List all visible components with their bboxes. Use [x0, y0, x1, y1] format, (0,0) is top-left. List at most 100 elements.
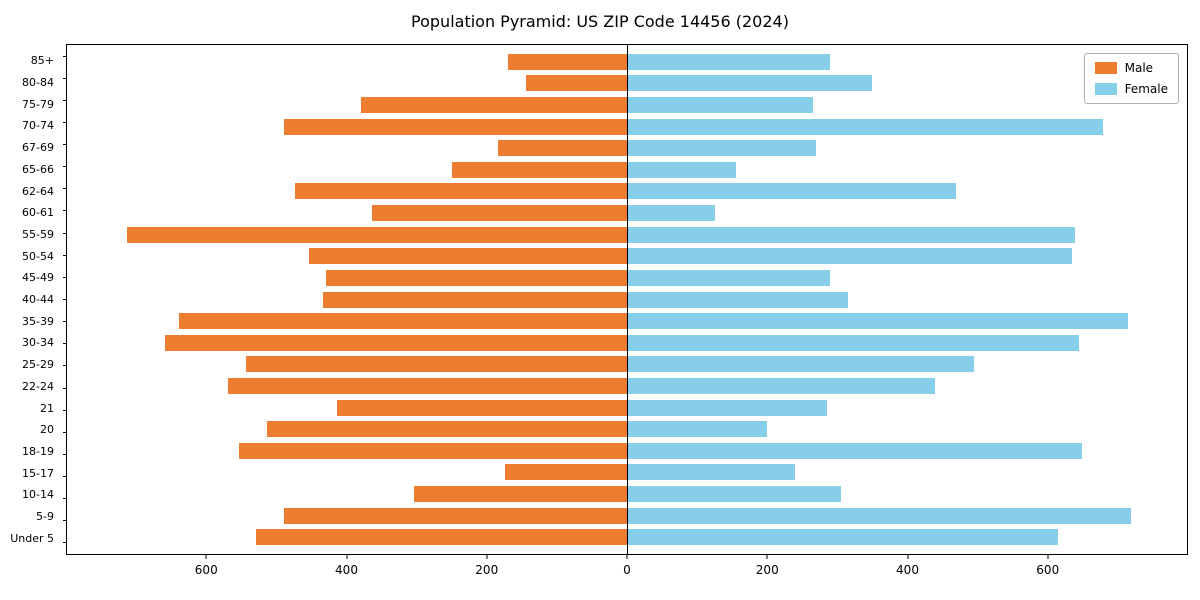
male-bar	[294, 183, 627, 200]
y-tick-mark	[63, 276, 67, 278]
x-tick-mark	[766, 555, 768, 559]
male-bar	[284, 507, 627, 524]
male-bar	[497, 140, 627, 157]
y-tick-label: Under 5	[10, 531, 54, 545]
male-bar	[361, 97, 627, 114]
x-tick-mark	[205, 555, 207, 559]
y-tick-label: 18-19	[22, 445, 54, 458]
male-bar	[126, 226, 627, 243]
bar-row	[67, 397, 1187, 419]
y-tick-label: 55-59	[22, 227, 54, 241]
female-bar	[627, 75, 872, 92]
y-tick-mark	[63, 498, 67, 500]
y-tick-mark	[63, 144, 67, 146]
y-tick-label: 75-79	[22, 97, 54, 111]
y-tick-label: 5-9	[36, 510, 54, 524]
female-bar	[627, 421, 767, 438]
male-bar	[266, 421, 627, 438]
x-tick-mark	[486, 555, 488, 559]
female-bar	[627, 464, 795, 481]
bar-row	[67, 202, 1187, 224]
female-bar	[627, 313, 1128, 330]
male-bar	[452, 161, 627, 178]
female-bar	[627, 183, 956, 200]
female-bar	[627, 334, 1079, 351]
y-tick-label: 40-44	[22, 293, 54, 307]
male-legend-label: Male	[1124, 61, 1154, 75]
y-tick-label: 21	[40, 401, 54, 415]
male-bar	[326, 269, 627, 286]
legend: Male Female	[1083, 53, 1179, 104]
y-tick-mark	[63, 431, 67, 433]
legend-item-female: Female	[1094, 82, 1168, 96]
y-tick-label: 30-34	[22, 336, 54, 350]
x-tick-label: 200	[475, 563, 499, 577]
female-bar	[627, 53, 830, 70]
female-bar	[627, 442, 1082, 459]
female-bar	[627, 399, 827, 416]
x-tick-label: 400	[896, 563, 919, 577]
bar-row	[67, 505, 1187, 527]
male-bar	[308, 248, 627, 265]
bar-row	[67, 332, 1187, 354]
male-bar	[238, 442, 627, 459]
female-bar	[627, 377, 935, 394]
female-bar	[627, 485, 841, 502]
y-tick-label: 10-14	[22, 488, 54, 502]
plot-rows	[67, 45, 1187, 554]
chart-title: Population Pyramid: US ZIP Code 14456 (2…	[411, 12, 789, 31]
x-tick-mark	[346, 555, 347, 559]
female-bar	[627, 118, 1103, 135]
y-tick-label: 20	[40, 423, 54, 437]
bar-row	[67, 418, 1187, 440]
male-bar	[245, 356, 627, 373]
bar-row	[67, 354, 1187, 376]
male-bar	[413, 485, 627, 502]
male-bar	[256, 529, 627, 546]
y-tick-mark	[63, 55, 67, 57]
bar-row	[67, 181, 1187, 203]
bar-row	[67, 73, 1187, 95]
bar-row	[67, 483, 1187, 505]
bar-row	[67, 51, 1187, 73]
bar-row	[67, 267, 1187, 289]
male-legend-swatch	[1094, 62, 1117, 74]
female-bar	[627, 529, 1058, 546]
male-bar	[228, 377, 627, 394]
y-tick-label: 80-84	[22, 76, 54, 90]
bar-row	[67, 310, 1187, 332]
female-bar	[627, 291, 848, 308]
y-tick-mark	[63, 321, 67, 323]
y-tick-mark	[63, 542, 67, 544]
y-tick-mark	[63, 387, 67, 389]
y-tick-mark	[63, 520, 67, 522]
female-bar	[627, 248, 1072, 265]
bar-row	[67, 462, 1187, 484]
y-tick-label: 62-64	[22, 184, 54, 198]
female-bar	[627, 205, 715, 222]
y-tick-label: 45-49	[22, 271, 54, 285]
male-bar	[371, 205, 627, 222]
y-tick-mark	[63, 232, 67, 234]
bar-row	[67, 289, 1187, 311]
bar-row	[67, 159, 1187, 181]
x-tick-label: 600	[1036, 563, 1060, 577]
male-bar	[525, 75, 627, 92]
legend-item-male: Male	[1094, 61, 1168, 75]
bar-row	[67, 245, 1187, 267]
male-bar	[504, 464, 627, 481]
y-tick-mark	[63, 166, 67, 168]
y-tick-mark	[63, 299, 67, 300]
female-bar	[627, 356, 974, 373]
x-tick-label: 200	[755, 563, 779, 577]
y-tick-mark	[63, 188, 67, 190]
plot-area: Male Female	[63, 44, 1188, 555]
male-bar	[284, 118, 627, 135]
y-tick-mark	[63, 476, 67, 478]
female-bar	[627, 97, 813, 114]
y-tick-label: 70-74	[22, 119, 54, 133]
bar-row	[67, 137, 1187, 159]
y-tick-label: 60-61	[22, 206, 54, 220]
bar-row	[67, 224, 1187, 246]
y-tick-label: 67-69	[22, 141, 54, 155]
